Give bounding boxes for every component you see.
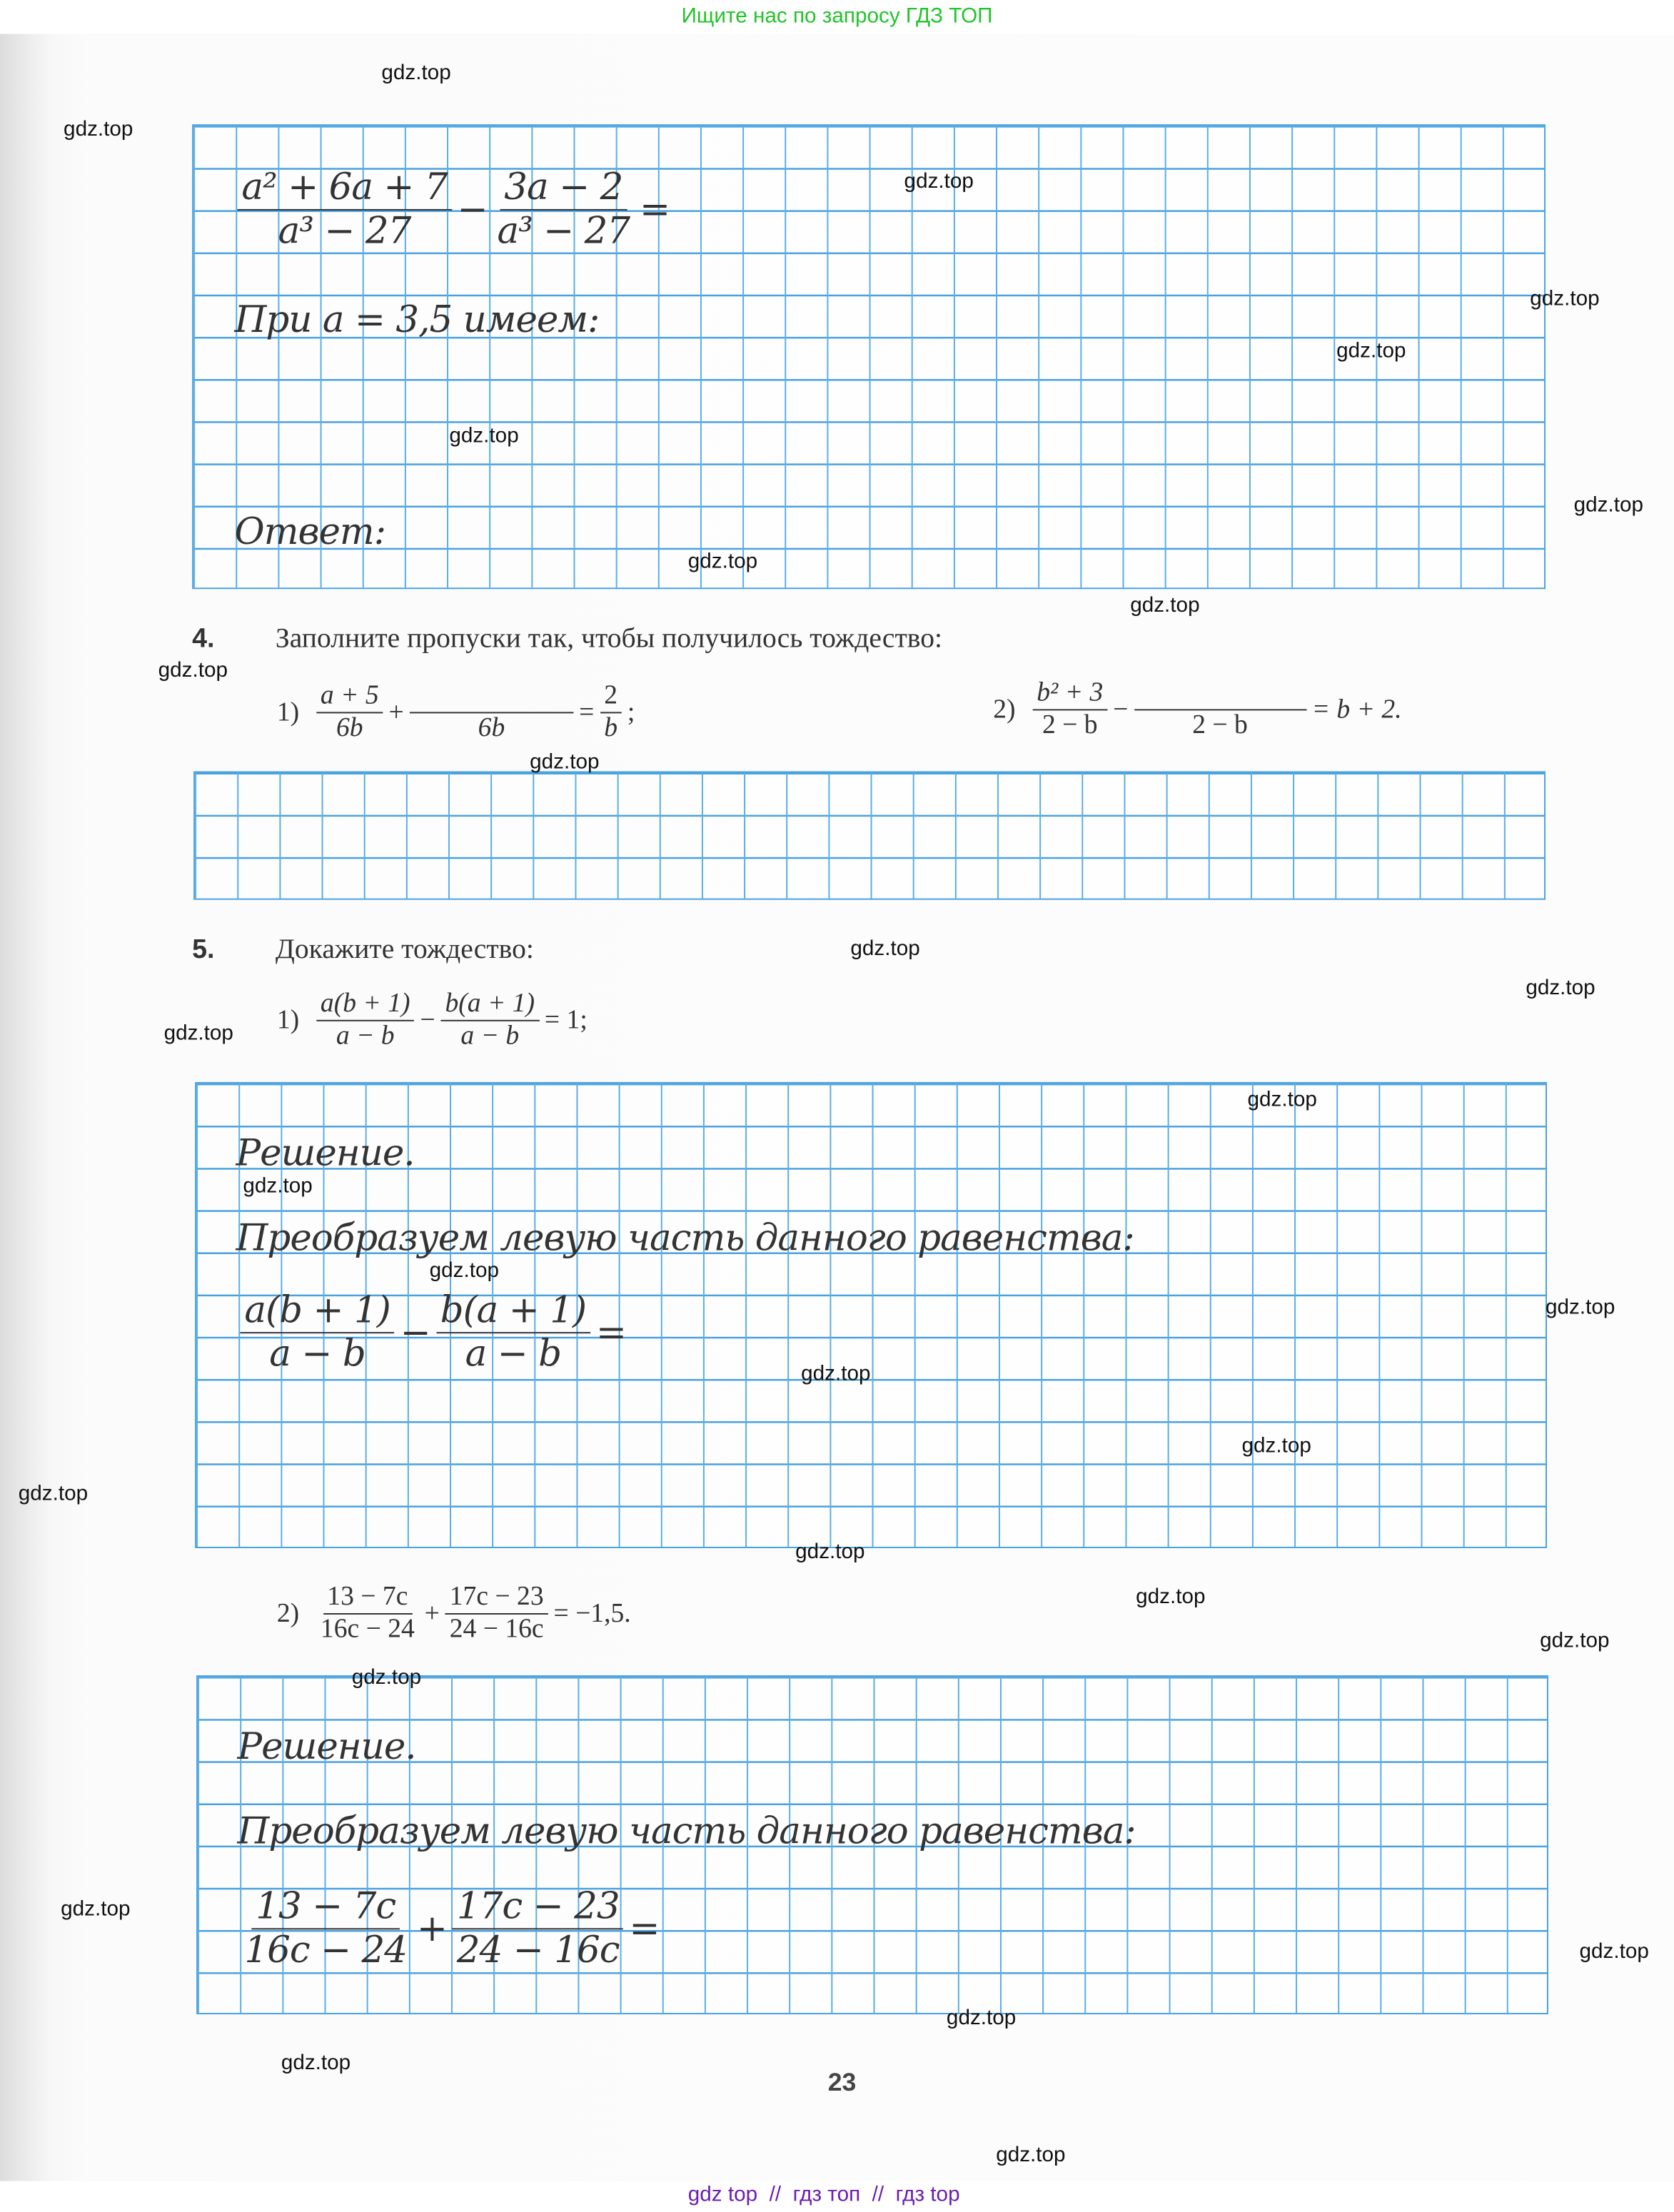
task5-number: 5. xyxy=(192,935,215,965)
answer-grid-task4 xyxy=(193,771,1546,900)
watermark: gdz.top xyxy=(850,936,920,961)
page-number: 23 xyxy=(827,2068,857,2096)
task5-title: Докажите тождество: xyxy=(275,934,534,965)
watermark: gdz.top xyxy=(1130,593,1200,617)
watermark: gdz.top xyxy=(449,423,519,448)
watermark: gdz.top xyxy=(281,2051,351,2076)
watermark: gdz.top xyxy=(1241,1433,1311,1458)
watermark: gdz.top xyxy=(64,117,133,141)
fraction: 3a − 2 a³ − 27 xyxy=(497,166,630,253)
watermark: gdz.top xyxy=(801,1361,871,1386)
watermark: gdz.top xyxy=(687,549,758,574)
solution-line: Преобразуем левую часть данного равенств… xyxy=(236,1217,1134,1261)
blank-numerator-field[interactable]: 6b xyxy=(409,681,574,744)
search-banner[interactable]: Ищите нас по запросу ГДЗ ТОП xyxy=(681,4,993,29)
watermark: gdz.top xyxy=(18,1481,89,1506)
watermark: gdz.top xyxy=(1336,338,1406,363)
solution-expression: a(b + 1) a − b − b(a + 1) a − b = xyxy=(240,1290,627,1376)
watermark: gdz.top xyxy=(351,1665,422,1690)
watermark: gdz.top xyxy=(61,1897,131,1921)
solution-line: Преобразуем левую часть данного равенств… xyxy=(237,1811,1136,1854)
at-value-line: При a = 3,5 имеем: xyxy=(234,299,600,342)
watermark: gdz.top xyxy=(996,2143,1066,2167)
watermark: gdz.top xyxy=(530,749,600,774)
watermark: gdz.top xyxy=(946,2006,1017,2030)
task5-item1: 1) a(b + 1) a − b − b(a + 1) a − b = 1; xyxy=(276,989,588,1051)
watermark: gdz.top xyxy=(1136,1585,1206,1610)
fraction: a² + 6a + 7 a³ − 27 xyxy=(237,167,452,253)
watermark: gdz.top xyxy=(1579,1939,1649,1964)
watermark: gdz.top xyxy=(429,1258,500,1283)
solution-grid-1 xyxy=(195,1081,1548,1548)
solution-title: Решение. xyxy=(237,1726,416,1769)
watermark: gdz.top xyxy=(1530,286,1600,311)
solution-grid-2 xyxy=(196,1675,1548,2015)
task5-item2: 2) 13 − 7c 16c − 24 + 17c − 23 24 − 16c = … xyxy=(276,1582,631,1645)
watermark: gdz.top xyxy=(1573,493,1644,517)
watermark: gdz.top xyxy=(904,169,974,194)
watermark: gdz.top xyxy=(243,1173,313,1198)
solution-expression: 13 − 7c 16c − 24 + 17c − 23 24 − 16c = xyxy=(244,1885,660,1972)
watermark: gdz.top xyxy=(795,1540,865,1564)
task4-number: 4. xyxy=(192,624,215,655)
watermark: gdz.top xyxy=(163,1021,233,1046)
task4-title: Заполните пропуски так, чтобы получилось… xyxy=(275,622,942,655)
watermark: gdz.top xyxy=(381,61,451,85)
watermark: gdz.top xyxy=(1247,1087,1317,1112)
solution-title: Решение. xyxy=(236,1133,415,1176)
watermark: gdz.top xyxy=(1540,1628,1610,1653)
answer-grid-task3 xyxy=(192,124,1546,590)
watermark: gdz.top xyxy=(1546,1295,1615,1320)
task3-expression: a² + 6a + 7 a³ − 27 − 3a − 2 a³ − 27 = xyxy=(237,167,670,253)
answer-label: Ответ: xyxy=(234,511,387,554)
blank-numerator-field[interactable]: 2 − b xyxy=(1134,678,1306,742)
watermark: gdz.top xyxy=(158,658,228,682)
footer-links[interactable]: gdz top // гдз топ // гдз top xyxy=(687,2182,960,2207)
watermark: gdz.top xyxy=(1526,976,1595,1001)
